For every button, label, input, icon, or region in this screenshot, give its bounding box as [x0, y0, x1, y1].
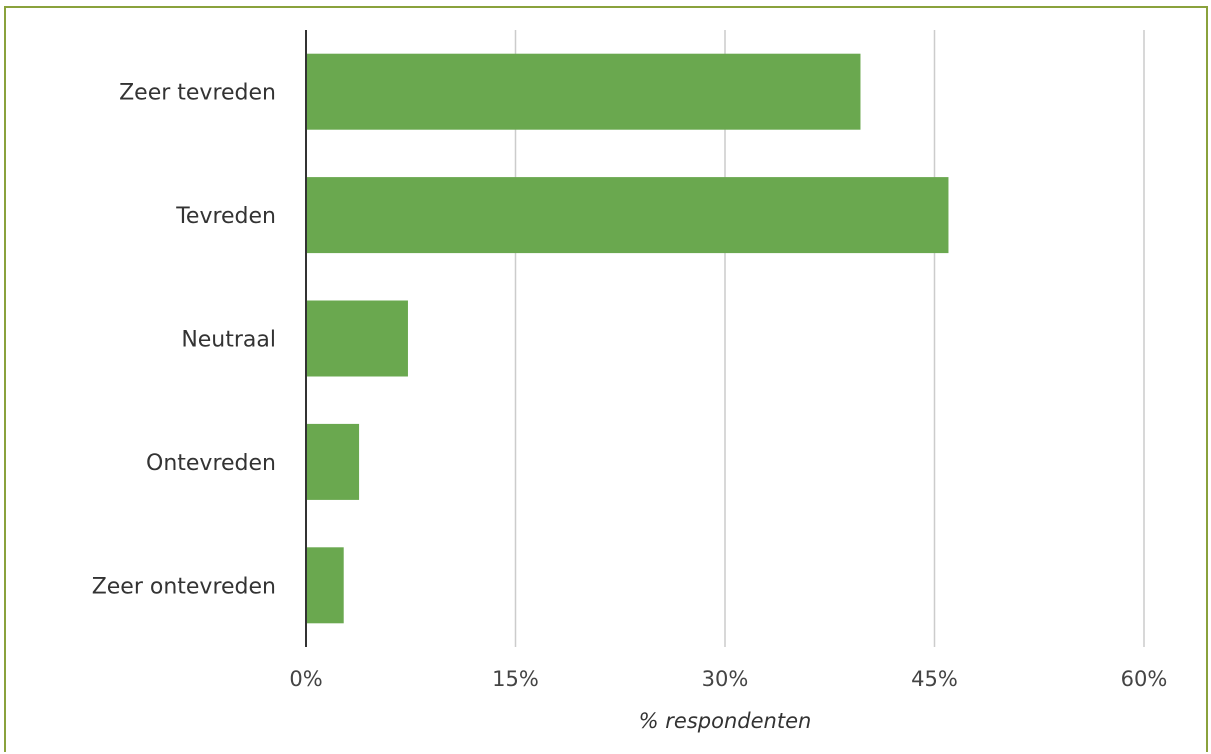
bars	[306, 53, 949, 624]
bar	[306, 423, 360, 500]
gridlines	[514, 30, 1145, 647]
x-tick-labels: 0% 15% 30% 45% 60%	[289, 667, 1167, 691]
x-axis-title: % respondenten	[639, 709, 812, 733]
x-tick-label: 45%	[911, 667, 958, 691]
chart-frame	[4, 6, 1208, 752]
bar	[306, 547, 344, 624]
category-label: Tevreden	[175, 204, 276, 229]
category-label: Neutraal	[181, 328, 276, 353]
bar	[306, 53, 861, 130]
bar	[306, 300, 408, 377]
bar	[306, 177, 949, 254]
x-tick-label: 60%	[1121, 667, 1168, 691]
category-label: Zeer ontevreden	[92, 574, 276, 599]
category-label: Zeer tevreden	[119, 81, 276, 106]
category-label: Ontevreden	[146, 451, 276, 476]
x-tick-label: 0%	[289, 667, 322, 691]
x-tick-label: 15%	[492, 667, 539, 691]
x-tick-label: 30%	[702, 667, 749, 691]
category-labels: Zeer tevreden Tevreden Neutraal Ontevreden Z…	[92, 81, 276, 600]
